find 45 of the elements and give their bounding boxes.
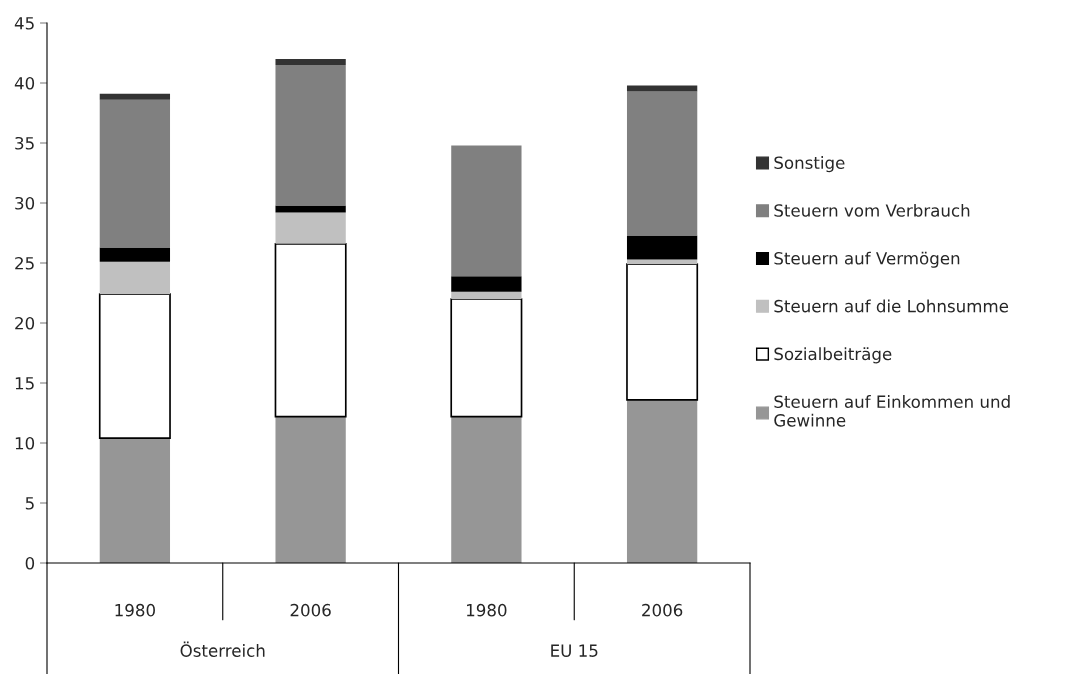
bar — [99, 93, 171, 100]
x-tick-label: 2006 — [290, 603, 331, 617]
bar — [626, 259, 698, 265]
legend-label: Steuern auf die Lohnsumme — [774, 299, 1009, 313]
legend-label: Sonstige — [774, 156, 845, 173]
bar — [451, 145, 522, 277]
x-tick-label: 2006 — [642, 603, 683, 617]
y-tick-label: 20 — [15, 316, 35, 330]
legend-label: Steuern auf Einkommen und Gewinne — [774, 395, 1010, 427]
bar — [99, 99, 171, 248]
y-tick-label: 45 — [14, 17, 34, 30]
bar — [451, 276, 522, 292]
bar — [275, 212, 346, 244]
bar — [451, 416, 522, 563]
bar — [451, 291, 522, 299]
text: EU 15 — [551, 644, 598, 657]
y-tick-label: 35 — [15, 136, 34, 150]
y-tick-label: 25 — [15, 256, 34, 270]
y-tick-label: 30 — [15, 196, 35, 210]
bar — [99, 247, 171, 262]
bar — [275, 416, 346, 563]
bar — [274, 242, 347, 418]
bar — [99, 438, 171, 563]
text: Österreich — [180, 641, 265, 657]
bar — [275, 205, 346, 213]
bar — [450, 298, 523, 418]
legend-label: Steuern auf Vermögen — [774, 251, 960, 268]
x-tick-label: 1980 — [467, 603, 507, 617]
bar — [626, 263, 699, 401]
bar — [275, 65, 346, 206]
legend-label: Sozialbeiträge — [774, 347, 892, 364]
bar — [275, 59, 346, 65]
y-tick-label: 40 — [14, 76, 35, 90]
y-tick-label: 10 — [15, 436, 35, 450]
bar — [626, 85, 698, 92]
bar — [626, 235, 698, 260]
y-tick-label: 5 — [25, 497, 34, 510]
bar — [626, 399, 698, 563]
bar — [99, 261, 171, 295]
bar — [98, 293, 171, 440]
x-tick-label: 1980 — [115, 603, 155, 617]
bar — [626, 91, 698, 236]
y-tick-label: 0 — [25, 556, 35, 570]
legend-label: Steuern vom Verbrauch — [774, 203, 970, 217]
y-tick-label: 15 — [15, 377, 34, 390]
